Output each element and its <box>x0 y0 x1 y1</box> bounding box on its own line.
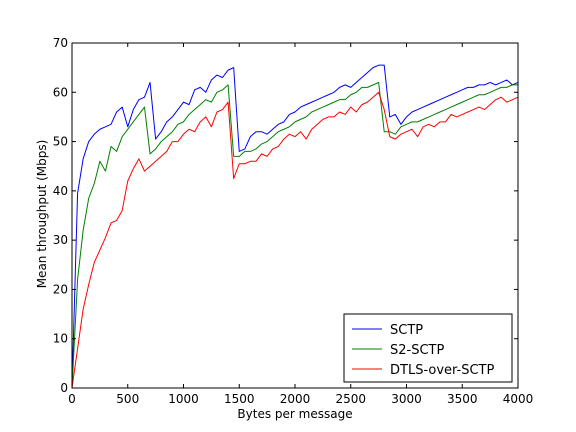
x-tick-label: 2500 <box>335 392 366 406</box>
series-layer <box>71 64 519 389</box>
x-tick-label: 1000 <box>168 392 199 406</box>
legend: SCTP S2-SCTP DTLS-over-SCTP <box>343 313 513 383</box>
y-tick-label: 30 <box>53 233 68 247</box>
legend-label-sctp: SCTP <box>390 323 423 338</box>
legend-label-s2-sctp: S2-SCTP <box>390 343 444 358</box>
y-tick-label: 50 <box>53 135 68 149</box>
x-axis-label: Bytes per message <box>237 407 352 421</box>
y-axis-label: Mean throughput (Mbps) <box>35 140 49 289</box>
series-line-sctp <box>71 64 519 389</box>
y-tick-label: 20 <box>53 282 68 296</box>
y-tick-label: 40 <box>53 184 68 198</box>
legend-box <box>343 313 513 383</box>
x-tick-label: 3000 <box>391 392 422 406</box>
y-tick-label: 10 <box>53 332 68 346</box>
y-tick-label: 60 <box>53 85 68 99</box>
x-tick-label: 1500 <box>224 392 255 406</box>
axes-layer: 0 500 1000 1500 2000 2500 3000 3500 4000 0 10 20 30 4… <box>53 36 534 406</box>
x-tick-label: 4000 <box>503 392 534 406</box>
x-tick-label: 500 <box>116 392 139 406</box>
series-line-s2-sctp <box>71 81 518 389</box>
x-tick-label: 0 <box>68 392 76 406</box>
x-tick-label: 3500 <box>447 392 478 406</box>
legend-label-dtls-over-sctp: DTLS-over-SCTP <box>390 363 494 378</box>
y-tick-label: 70 <box>53 36 68 50</box>
x-tick-label: 2000 <box>280 392 311 406</box>
y-tick-label: 0 <box>60 381 68 395</box>
series-line-dtls-over-sctp <box>71 91 519 389</box>
